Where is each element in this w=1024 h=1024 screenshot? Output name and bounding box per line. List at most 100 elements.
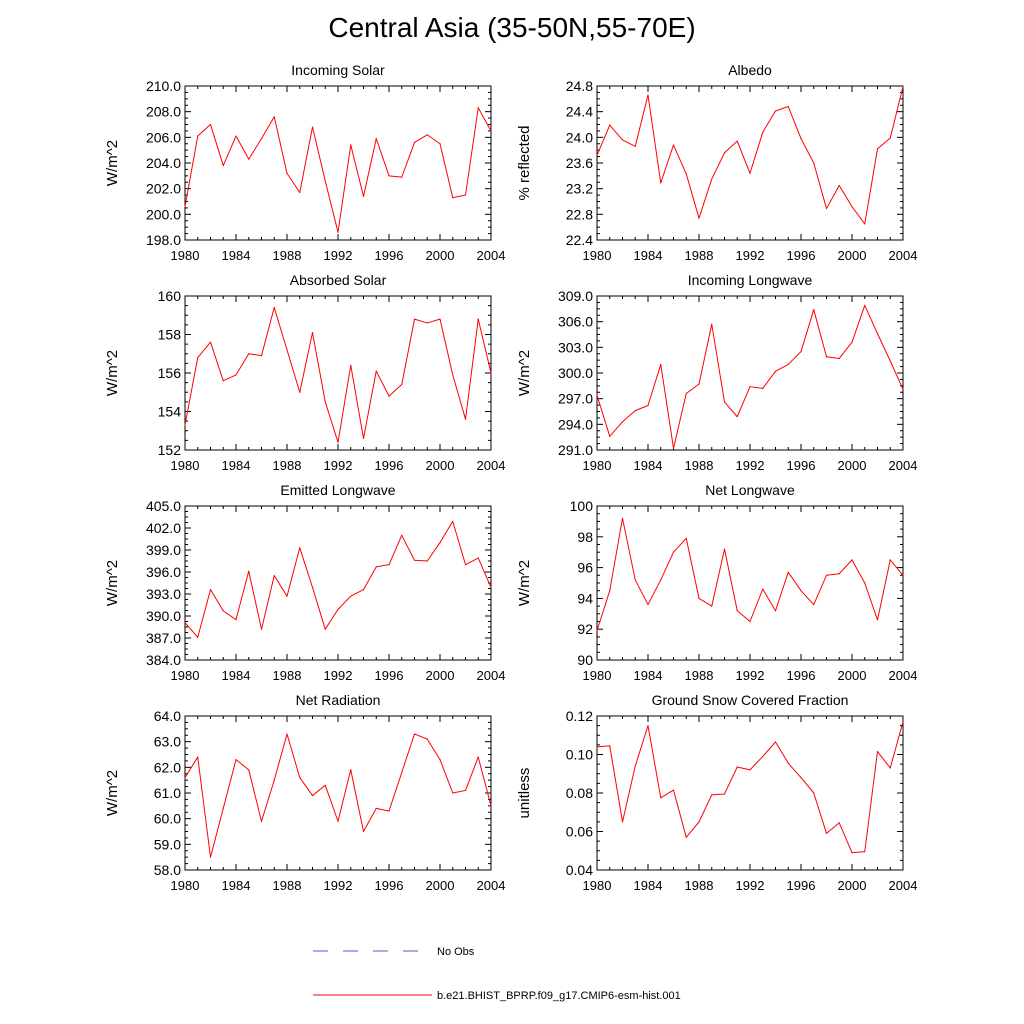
data-point xyxy=(800,351,802,353)
data-point xyxy=(813,309,815,311)
data-point xyxy=(711,605,713,607)
x-tick-label: 1984 xyxy=(222,248,251,263)
data-point xyxy=(413,141,416,144)
y-tick-label: 198.0 xyxy=(146,232,181,248)
chart-title: Absorbed Solar xyxy=(290,272,387,288)
data-point xyxy=(800,138,802,140)
data-point xyxy=(902,574,904,576)
data-point xyxy=(634,145,636,147)
data-point xyxy=(660,182,662,184)
x-tick-label: 1980 xyxy=(583,668,612,683)
y-tick-label: 60.0 xyxy=(154,811,181,827)
y-tick-label: 24.0 xyxy=(566,129,593,145)
data-point xyxy=(634,765,636,767)
data-point xyxy=(621,821,624,823)
x-tick-label: 2004 xyxy=(477,878,506,893)
y-tick-label: 156 xyxy=(158,365,182,381)
data-point xyxy=(197,357,199,359)
y-tick-label: 390.0 xyxy=(146,608,181,624)
y-tick-label: 210.0 xyxy=(146,78,181,94)
data-point xyxy=(876,751,879,753)
y-tick-label: 0.12 xyxy=(566,708,593,724)
data-point xyxy=(876,148,879,150)
x-tick-label: 1996 xyxy=(375,248,404,263)
data-point xyxy=(660,797,662,799)
y-tick-label: 393.0 xyxy=(146,586,181,602)
data-point xyxy=(621,517,624,519)
x-tick-label: 1984 xyxy=(634,878,663,893)
series-line xyxy=(184,520,492,638)
y-tick-label: 0.08 xyxy=(566,785,593,801)
y-axis-label: unitless xyxy=(516,768,533,819)
y-tick-label: 98 xyxy=(577,529,593,545)
chart-title: Net Longwave xyxy=(705,482,795,498)
data-point xyxy=(439,143,441,145)
x-tick-label: 1992 xyxy=(736,458,765,473)
x-tick-label: 1984 xyxy=(222,458,251,473)
x-tick-label: 2004 xyxy=(889,878,918,893)
data-point xyxy=(184,777,186,779)
x-tick-label: 1996 xyxy=(787,248,816,263)
data-point xyxy=(749,386,751,388)
data-point xyxy=(762,387,764,389)
data-point xyxy=(452,197,454,199)
data-point xyxy=(248,769,250,771)
data-point xyxy=(711,178,713,180)
data-point xyxy=(596,394,598,396)
data-point xyxy=(477,756,479,758)
data-point xyxy=(889,360,891,362)
y-tick-label: 58.0 xyxy=(154,862,181,878)
x-tick-label: 1980 xyxy=(171,458,200,473)
x-tick-label: 1984 xyxy=(634,458,663,473)
data-point xyxy=(774,610,777,612)
data-point xyxy=(838,357,840,360)
y-tick-label: 0.10 xyxy=(566,747,593,763)
chart-panel: Emitted Longwave 1980 1984 1988 1992 1996 2000… xyxy=(104,482,505,683)
data-point xyxy=(413,559,416,561)
chart-title: Incoming Longwave xyxy=(688,272,813,288)
y-tick-label: 303.0 xyxy=(558,339,593,355)
data-point xyxy=(621,421,624,423)
data-point xyxy=(452,520,454,523)
y-tick-label: 92 xyxy=(577,621,593,637)
chart-panel: Albedo 1980 1984 1988 1992 1996 2000 2004 22.4 22… xyxy=(516,62,917,263)
data-point xyxy=(774,370,777,372)
data-point xyxy=(889,559,891,561)
x-tick-label: 2004 xyxy=(477,458,506,473)
data-point xyxy=(337,608,339,611)
data-point xyxy=(813,792,815,794)
data-point xyxy=(375,138,377,140)
x-tick-label: 2000 xyxy=(426,248,455,263)
data-point xyxy=(273,779,275,781)
data-point xyxy=(273,116,275,118)
x-tick-label: 1992 xyxy=(324,668,353,683)
data-point xyxy=(698,383,700,385)
data-point xyxy=(222,610,224,612)
data-point xyxy=(800,777,802,779)
x-tick-label: 1984 xyxy=(634,668,663,683)
data-point xyxy=(634,410,636,412)
data-point xyxy=(375,807,377,810)
data-point xyxy=(260,355,263,357)
x-tick-label: 2000 xyxy=(838,878,867,893)
data-point xyxy=(838,184,840,187)
data-point xyxy=(273,575,275,577)
data-point xyxy=(825,832,828,835)
data-point xyxy=(902,388,904,390)
data-point xyxy=(222,164,224,167)
y-tick-label: 22.4 xyxy=(566,232,593,248)
data-point xyxy=(647,603,649,606)
x-tick-label: 2004 xyxy=(889,248,918,263)
chart-panel: Incoming Longwave 1980 1984 1988 1992 1996 200… xyxy=(516,272,917,473)
data-point xyxy=(723,548,726,550)
data-point xyxy=(273,306,275,309)
x-tick-label: 1988 xyxy=(273,248,302,263)
x-tick-label: 1988 xyxy=(273,668,302,683)
data-point xyxy=(672,447,675,449)
data-point xyxy=(876,619,879,621)
data-point xyxy=(634,579,636,581)
data-point xyxy=(388,564,390,566)
chart-panel: Absorbed Solar 1980 1984 1988 1992 1996 2000 20… xyxy=(104,272,505,473)
data-point xyxy=(723,793,726,795)
plot-frame xyxy=(184,85,492,241)
